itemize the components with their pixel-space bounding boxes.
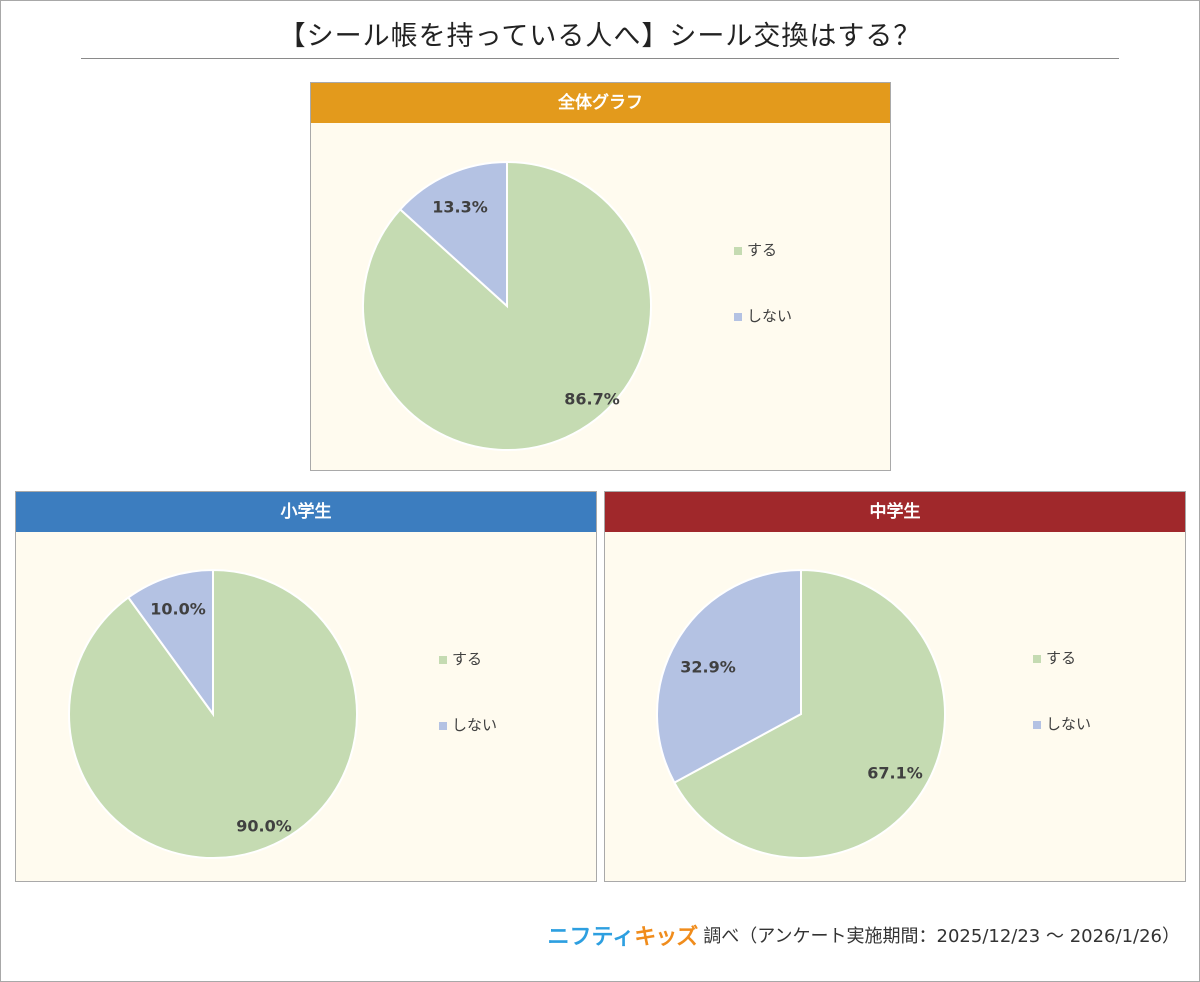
slice-label-suru: 86.7% xyxy=(564,390,620,409)
pie-chart-junior-high: 67.1% 32.9% xyxy=(656,568,946,859)
slice-label-shinai: 10.0% xyxy=(150,600,206,619)
panel-header: 中学生 xyxy=(605,492,1185,532)
junior-high-chart-panel: 中学生 67.1% 32.9% する しない xyxy=(604,491,1186,882)
legend-swatch-suru xyxy=(439,656,447,664)
logo-text-kids: キッズ xyxy=(634,925,698,950)
nifty-kids-logo: ニフティ キッズ xyxy=(547,919,699,951)
slice-label-shinai: 32.9% xyxy=(680,658,736,677)
source-credit: ニフティ キッズ 調べ（アンケート実施期間：2025/12/23 ～ 2026/… xyxy=(548,920,1180,950)
legend-label: しない xyxy=(452,716,498,734)
panel-header: 小学生 xyxy=(16,492,596,532)
panel-body: 67.1% 32.9% する しない xyxy=(605,532,1185,881)
pie-slice-shinai xyxy=(398,160,508,309)
panel-body: 86.7% 13.3% する しない xyxy=(311,123,890,470)
slice-label-shinai: 13.3% xyxy=(432,198,488,217)
pie-chart-elementary: 90.0% 10.0% xyxy=(68,568,358,859)
legend-swatch-suru xyxy=(1033,655,1041,663)
pie-slice-shinai xyxy=(126,568,214,718)
pie-slice-suru xyxy=(673,568,946,859)
pie-chart-overall: 86.7% 13.3% xyxy=(362,160,652,451)
legend-label: しない xyxy=(1046,715,1092,733)
pie-slice-shinai xyxy=(656,568,802,784)
logo-text-nifty: ニフティ xyxy=(547,925,635,950)
slice-label-suru: 67.1% xyxy=(867,764,923,783)
legend-label: しない xyxy=(747,307,793,325)
overall-chart-panel: 全体グラフ 86.7% 13.3% する しない xyxy=(310,82,891,471)
slice-label-suru: 90.0% xyxy=(236,817,292,836)
panel-body: 90.0% 10.0% する しない xyxy=(16,532,596,881)
page-title: 【シール帳を持っている人へ】シール交換はする？ xyxy=(278,21,922,52)
legend-swatch-shinai xyxy=(734,313,742,321)
legend-swatch-shinai xyxy=(439,722,447,730)
legend-label: する xyxy=(747,241,778,259)
legend-swatch-shinai xyxy=(1033,721,1041,729)
legend-label: する xyxy=(1046,649,1077,667)
title-divider xyxy=(81,58,1119,59)
panel-header: 全体グラフ xyxy=(311,83,890,123)
elementary-chart-panel: 小学生 90.0% 10.0% する しない xyxy=(15,491,597,882)
legend-swatch-suru xyxy=(734,247,742,255)
survey-period-text: 調べ（アンケート実施期間：2025/12/23 ～ 2026/1/26） xyxy=(703,926,1180,947)
legend-label: する xyxy=(452,650,483,668)
